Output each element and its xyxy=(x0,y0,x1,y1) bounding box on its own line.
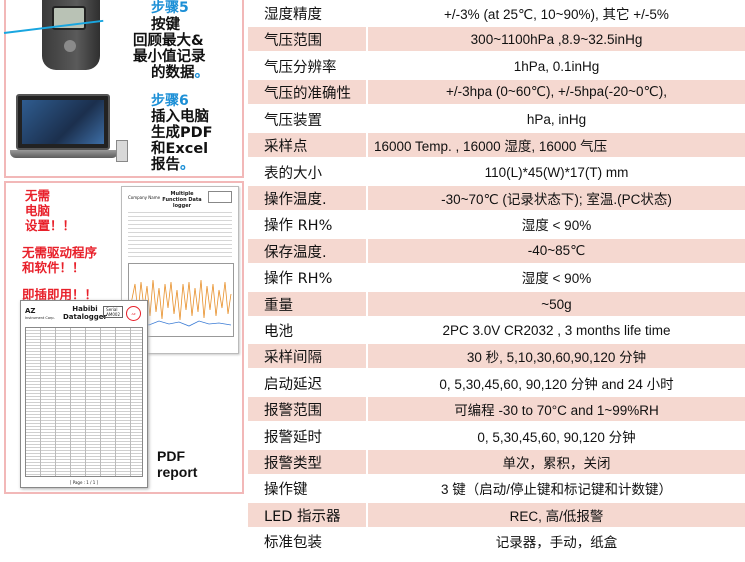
spec-value: 0, 5,30,45,60, 90,120 分钟 xyxy=(368,424,745,448)
spec-value: 可编程 -30 to 70°C and 1~99%RH xyxy=(368,397,745,421)
spec-label: 采样点 xyxy=(248,133,366,157)
spec-value: 16000 Temp. , 16000 湿度, 16000 气压 xyxy=(368,133,745,157)
spec-value: 湿度 < 90% xyxy=(368,212,745,236)
step5-line-2: 回顾最大& xyxy=(133,33,204,49)
spec-label: 报警延时 xyxy=(264,429,322,446)
pdf-report-label: PDF report xyxy=(157,448,198,480)
spec-label: 操作 RH% xyxy=(264,270,333,287)
note-no-driver: 无需驱动程序 和软件！！ xyxy=(22,245,98,275)
spec-value: 110(L)*45(W)*17(T) mm xyxy=(368,160,745,184)
spec-value: 2PC 3.0V CR2032 , 3 months life time xyxy=(368,318,745,342)
spec-label: 报警范围 xyxy=(248,397,366,421)
report-title: Habibi Datalogger xyxy=(62,305,108,321)
spec-label: 标准包装 xyxy=(264,534,322,551)
spec-row: 操作 RH% 湿度 < 90% xyxy=(248,211,745,237)
spec-row: 气压的准确性 +/-3hpa (0~60℃), +/-5hpa(-20~0℃), xyxy=(248,79,745,105)
step6-line-1: 插入电脑 xyxy=(151,109,209,125)
step5-label: 步骤5 xyxy=(151,0,189,16)
spec-value: 3 键（启动/停止键和标记键和计数键） xyxy=(368,476,745,500)
report-page-back: Company Name Multiple Function Data logg… xyxy=(121,186,239,354)
spec-row: 重量 ~50g xyxy=(248,291,745,317)
spec-label: 操作键 xyxy=(264,481,308,498)
report-back-text-lines xyxy=(128,209,232,257)
spec-value: 30 秒, 5,10,30,60,90,120 分钟 xyxy=(368,344,745,368)
spec-value: REC, 高/低报警 xyxy=(368,503,745,527)
laptop-image xyxy=(10,94,128,162)
spec-value: 300~1100hPa ,8.9~32.5inHg xyxy=(368,27,745,51)
spec-label: 重量 xyxy=(248,292,366,316)
report-header: AZ Instrument Corp. Habibi Datalogger Se… xyxy=(25,305,143,325)
spec-table: 湿度精度 +/-3% (at 25℃, 10~90%), 其它 +/-5% 气压范围… xyxy=(248,0,745,553)
spec-row: 标准包装 记录器，手动，纸盒 xyxy=(248,528,745,554)
report-back-logo: Company Name xyxy=(128,195,161,200)
report-back-title: Multiple Function Data logger xyxy=(162,191,202,209)
spec-label: 电池 xyxy=(264,323,293,340)
spec-label: 采样间隔 xyxy=(248,344,366,368)
spec-row: 保存温度. -40~85℃ xyxy=(248,238,745,264)
note-plug-play: 即插即用！！ xyxy=(22,287,98,302)
spec-value: +/-3hpa (0~60℃), +/-5hpa(-20~0℃), xyxy=(368,80,745,104)
spec-label: 气压的准确性 xyxy=(248,80,366,104)
spec-value: 记录器，手动，纸盒 xyxy=(368,529,745,553)
spec-row: 启动延迟 0, 5,30,45,60, 90,120 分钟 and 24 小时 xyxy=(248,370,745,396)
spec-row: 采样点 16000 Temp. , 16000 湿度, 16000 气压 xyxy=(248,132,745,158)
spec-value: 湿度 < 90% xyxy=(368,265,745,289)
step5-line-1: 按键 xyxy=(151,17,180,33)
report-data-table xyxy=(25,327,143,477)
step6-line-4: 报告。 xyxy=(151,157,195,173)
spec-row: 湿度精度 +/-3% (at 25℃, 10~90%), 其它 +/-5% xyxy=(248,0,745,26)
spec-label: 操作 RH% xyxy=(264,217,333,234)
report-serial: Serial AM002 xyxy=(103,306,123,318)
spec-row: 气压装置 hPa, inHg xyxy=(248,106,745,132)
spec-row: 采样间隔 30 秒, 5,10,30,60,90,120 分钟 xyxy=(248,343,745,369)
spec-row: LED 指示器 REC, 高/低报警 xyxy=(248,502,745,528)
spec-row: 电池 2PC 3.0V CR2032 , 3 months life time xyxy=(248,317,745,343)
datalogger-device-image xyxy=(42,0,100,70)
spec-label: 保存温度. xyxy=(248,239,366,263)
note-no-pc: 无需 电脑 设置！！ xyxy=(25,188,76,233)
spec-value: ~50g xyxy=(368,292,745,316)
spec-label: 报警类型 xyxy=(248,450,366,474)
step5-line-4: 的数据。 xyxy=(151,65,209,81)
report-brand-sub: Instrument Corp. xyxy=(25,316,55,320)
spec-row: 操作温度. -30~70℃ (记录状态下); 室温.(PC状态) xyxy=(248,185,745,211)
spec-value: 1hPa, 0.1inHg xyxy=(368,54,745,78)
spec-value: 0, 5,30,45,60, 90,120 分钟 and 24 小时 xyxy=(368,371,745,395)
usb-logger-image xyxy=(116,140,128,162)
spec-value: +/-3% (at 25℃, 10~90%), 其它 +/-5% xyxy=(368,1,745,25)
spec-value: hPa, inHg xyxy=(368,107,745,131)
spec-label: 表的大小 xyxy=(264,165,322,182)
report-page-footer: [ Page : 1 / 1 ] xyxy=(69,480,99,485)
spec-label: 气压分辨率 xyxy=(264,59,337,76)
spec-row: 报警延时 0, 5,30,45,60, 90,120 分钟 xyxy=(248,423,745,449)
report-page-front: AZ Instrument Corp. Habibi Datalogger Se… xyxy=(20,300,148,488)
spec-label: 启动延迟 xyxy=(264,376,322,393)
spec-row: 操作 RH% 湿度 < 90% xyxy=(248,264,745,290)
step6-line-2: 生成PDF xyxy=(151,125,213,141)
spec-label: 操作温度. xyxy=(248,186,366,210)
spec-value: 单次，累积，关闭 xyxy=(368,450,745,474)
spec-label: LED 指示器 xyxy=(248,503,366,527)
device-button xyxy=(64,40,76,52)
spec-label: 气压范围 xyxy=(248,27,366,51)
spec-label: 气压装置 xyxy=(264,112,322,129)
spec-row: 报警类型 单次，累积，关闭 xyxy=(248,449,745,475)
spec-row: 气压范围 300~1100hPa ,8.9~32.5inHg xyxy=(248,26,745,52)
spec-row: 气压分辨率 1hPa, 0.1inHg xyxy=(248,53,745,79)
report-brand: AZ xyxy=(25,307,36,315)
report-back-box xyxy=(208,191,232,203)
step6-line-3: 和Excel xyxy=(151,141,209,157)
step5-line-3: 最小值记录 xyxy=(133,49,206,65)
spec-row: 表的大小 110(L)*45(W)*17(T) mm xyxy=(248,159,745,185)
report-seal: AZ xyxy=(126,306,141,321)
spec-row: 报警范围 可编程 -30 to 70°C and 1~99%RH xyxy=(248,396,745,422)
spec-value: -40~85℃ xyxy=(368,239,745,263)
spec-value: -30~70℃ (记录状态下); 室温.(PC状态) xyxy=(368,186,745,210)
spec-label: 湿度精度 xyxy=(264,6,322,23)
step6-label: 步骤6 xyxy=(151,93,189,109)
spec-row: 操作键 3 键（启动/停止键和标记键和计数键） xyxy=(248,475,745,501)
